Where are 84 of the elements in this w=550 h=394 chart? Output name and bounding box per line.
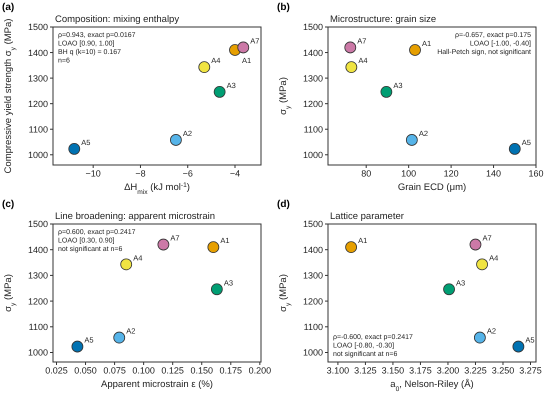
y-tick-label: 1000: [302, 150, 323, 160]
y-tick-label: 1300: [302, 73, 323, 84]
x-tick-label: 0.025: [45, 365, 68, 376]
y-tick-label: 1500: [302, 219, 323, 230]
point: [443, 283, 455, 296]
x-tick-label: 3.200: [436, 365, 460, 376]
point: [409, 44, 421, 56]
point: [474, 332, 486, 344]
y-tick-label: 1100: [28, 124, 48, 134]
point: [380, 86, 392, 98]
x-tick-label: 0.050: [74, 365, 97, 376]
point: [470, 238, 482, 250]
x-tick-label: 0.150: [190, 365, 214, 376]
y-tick-label: 1000: [28, 150, 48, 160]
point: [406, 134, 418, 146]
y-tick-label: 1100: [304, 124, 323, 134]
text: (a): [2, 2, 14, 13]
x-axis-title: Grain ECD (μm): [398, 182, 466, 193]
x-tick-label: 3.225: [464, 365, 487, 376]
x-tick-label: 80: [361, 168, 372, 178]
y-tick-label: 1300: [28, 73, 48, 84]
x-tick-label: 100: [401, 168, 416, 178]
x-tick-label: 3.175: [409, 365, 432, 376]
x-tick-label: 3.250: [492, 365, 514, 376]
y-tick-label: 1400: [302, 48, 323, 58]
y-tick-label: 1300: [28, 270, 48, 281]
chart-title: Lattice parameter: [330, 211, 404, 222]
chart-title: Line broadening: apparent microstrain: [55, 211, 216, 222]
x-tick-label: 0.175: [220, 365, 242, 376]
x-tick-label: 0.100: [132, 365, 155, 376]
y-tick-label: 1200: [302, 296, 323, 306]
point: [207, 241, 220, 254]
x-tick-label: 0.125: [161, 365, 184, 376]
x-axis-title: a$_{0}$, Nelson-Riley (Å): [390, 378, 474, 392]
point: [214, 86, 226, 98]
point: [210, 283, 223, 296]
point: [113, 332, 126, 344]
point: [345, 241, 358, 254]
x-tick-label: 3.275: [519, 365, 542, 376]
y-tick-label: 1000: [28, 348, 48, 358]
y-tick-label: 1100: [28, 322, 48, 332]
x-tick-label: 0.200: [248, 365, 272, 376]
x-tick-label: 120: [444, 168, 459, 178]
y-tick-label: 1100: [304, 322, 323, 332]
point: [508, 143, 521, 155]
y-tick-label: 1300: [302, 270, 323, 281]
text: (c): [2, 199, 14, 210]
y-tick-label: 1200: [28, 296, 48, 306]
x-axis-title: ΔH$_{mix}$ (kJ mol$^{-1}$): [124, 182, 190, 196]
x-tick-label: −4: [230, 168, 240, 178]
y-tick-label: 1500: [28, 22, 48, 32]
point: [120, 258, 132, 270]
text: (b): [277, 2, 290, 13]
x-tick-label: 0.075: [103, 365, 126, 376]
x-tick-label: −8: [135, 168, 146, 178]
x-tick-label: 3.150: [382, 365, 404, 376]
y-tick-label: 1400: [302, 244, 323, 255]
x-tick-label: 160: [528, 168, 544, 178]
y-tick-label: 1500: [28, 219, 48, 230]
y-tick-label: 1200: [302, 98, 323, 109]
point: [344, 42, 356, 54]
chart-title: Composition: mixing enthalpy: [55, 14, 180, 25]
point: [476, 258, 488, 270]
point: [198, 61, 210, 74]
text: (d): [277, 199, 290, 210]
y-tick-label: 1400: [28, 244, 48, 255]
y-tick-label: 1500: [302, 22, 323, 32]
point: [345, 61, 358, 74]
y-tick-label: 1200: [28, 98, 48, 109]
x-tick-label: −6: [182, 168, 193, 178]
x-tick-label: 140: [486, 168, 502, 178]
point: [157, 238, 170, 250]
point: [512, 340, 524, 352]
point: [237, 42, 250, 54]
chart-title: Microstructure: grain size: [330, 14, 436, 25]
x-axis-title: Apparent microstrain ε (%): [101, 379, 213, 390]
x-tick-label: 3.100: [326, 365, 350, 376]
x-tick-label: 3.125: [354, 365, 377, 376]
x-tick-label: −10: [86, 168, 101, 178]
point: [72, 340, 84, 352]
y-tick-label: 1000: [302, 348, 323, 358]
point: [68, 143, 80, 155]
point: [170, 134, 182, 146]
y-tick-label: 1400: [28, 48, 48, 58]
